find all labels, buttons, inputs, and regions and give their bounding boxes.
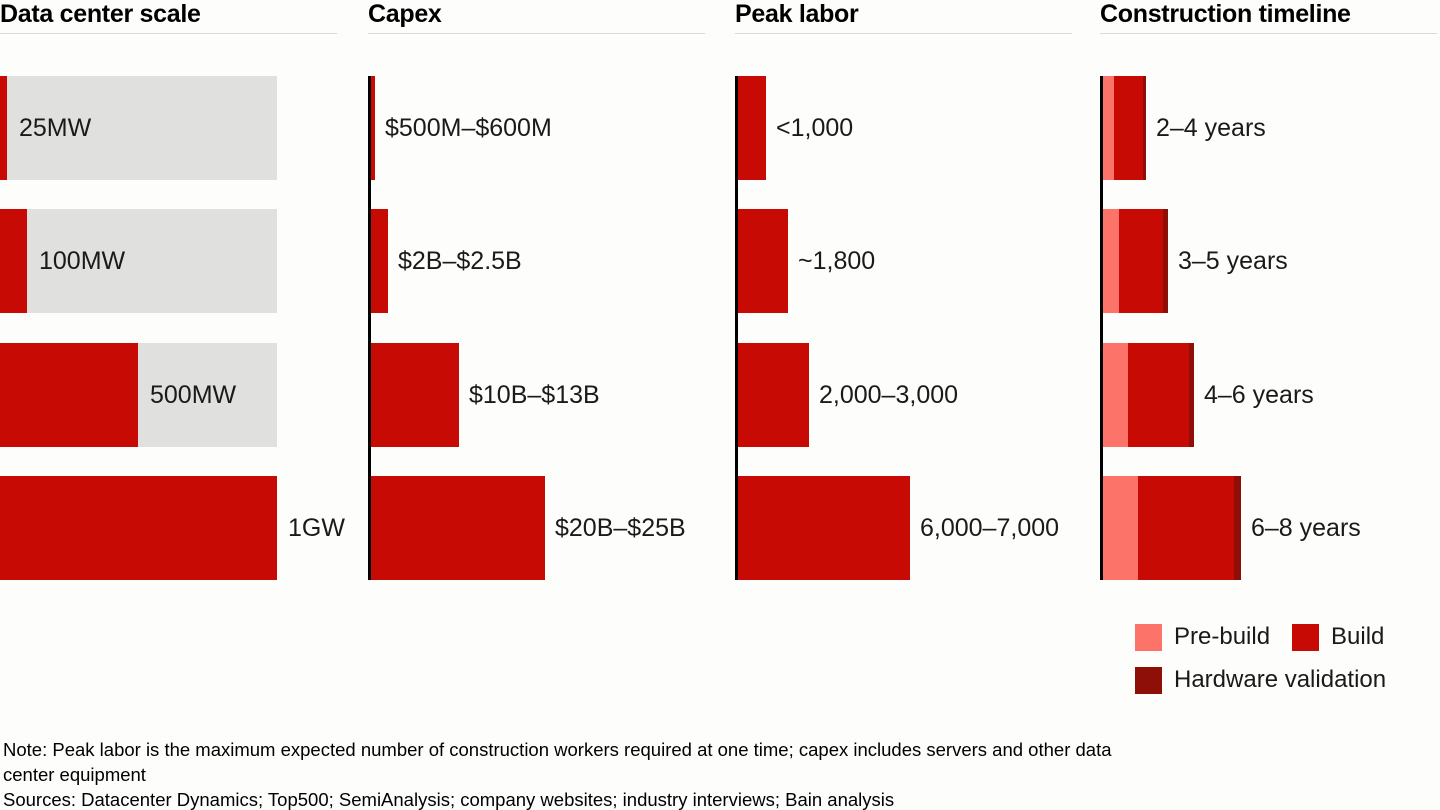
bar-segment-prebuild	[1103, 476, 1138, 580]
value-label: 6–8 years	[1251, 513, 1361, 542]
bar-row: $10B–$13B	[371, 343, 600, 447]
bar-row-25mw: 25MW	[0, 76, 277, 180]
y-axis	[1100, 76, 1103, 580]
stacked-bar-row: 2–4 years	[1103, 76, 1266, 180]
bar-segment-prebuild	[1103, 343, 1128, 447]
value-label: $500M–$600M	[385, 113, 552, 142]
value-label: ~1,800	[798, 246, 876, 275]
value-label: $20B–$25B	[555, 513, 686, 542]
bar-label: 100MW	[39, 246, 126, 275]
legend-swatch-hardware-validation	[1135, 666, 1162, 694]
bar-fill-full	[0, 476, 277, 580]
bar-fill	[738, 76, 766, 180]
bar-fill	[738, 209, 788, 313]
bar-segment-build	[1138, 476, 1234, 580]
bar-segment-build	[1128, 343, 1189, 447]
bar-segment-build	[1114, 76, 1143, 180]
value-label: $2B–$2.5B	[398, 246, 522, 275]
bar-row: $2B–$2.5B	[371, 209, 522, 313]
value-label: $10B–$13B	[469, 380, 600, 409]
bar-fill	[371, 209, 388, 313]
bar-segment-hardware-validation	[1143, 76, 1146, 180]
bar-segment-hardware-validation	[1163, 209, 1168, 313]
header-rule	[735, 33, 1072, 34]
bar-fill	[0, 76, 7, 180]
bar-row: $500M–$600M	[371, 76, 552, 180]
legend-swatch-pre-build	[1135, 623, 1162, 651]
bar-segment-prebuild	[1103, 209, 1119, 313]
header-rule	[368, 33, 705, 34]
stacked-bar-row: 6–8 years	[1103, 476, 1361, 580]
value-label: 3–5 years	[1178, 246, 1288, 275]
header-rule	[1100, 33, 1437, 34]
bar-row-1gw: 1GW	[0, 476, 345, 580]
note-text-continued: center equipment	[3, 764, 146, 785]
panel-title-capex: Capex	[368, 0, 442, 28]
bar-fill	[738, 343, 809, 447]
panel-title-peak-labor: Peak labor	[735, 0, 859, 28]
value-label: 4–6 years	[1204, 380, 1314, 409]
bar-track: 500MW	[0, 343, 277, 447]
bar-label: 1GW	[288, 513, 345, 542]
bar-fill	[371, 343, 459, 447]
bar-track: 100MW	[0, 209, 277, 313]
bar-fill	[0, 343, 138, 447]
legend-item-build: Build	[1292, 623, 1384, 651]
value-label: 2–4 years	[1156, 113, 1266, 142]
legend-item-hardware-validation: Hardware validation	[1135, 666, 1386, 694]
value-label: 2,000–3,000	[819, 380, 959, 409]
bar-label: 25MW	[19, 113, 92, 142]
bar-segment-hardware-validation	[1234, 476, 1241, 580]
footnote-block: Note: Peak labor is the maximum expected…	[3, 737, 1433, 810]
legend-label-pre-build: Pre-build	[1174, 623, 1271, 650]
legend-label-hardware-validation: Hardware validation	[1174, 666, 1387, 693]
bar-fill	[0, 209, 27, 313]
bar-segment-build	[1119, 209, 1163, 313]
stacked-bar-row: 4–6 years	[1103, 343, 1314, 447]
y-axis	[368, 76, 371, 580]
bar-row: $20B–$25B	[371, 476, 686, 580]
legend-item-pre-build: Pre-build	[1135, 623, 1270, 651]
y-axis	[735, 76, 738, 580]
header-rule	[0, 33, 337, 34]
bar-row-100mw: 100MW	[0, 209, 277, 313]
panel-title-data-center-scale: Data center scale	[0, 0, 201, 28]
stacked-bar-row: 3–5 years	[1103, 209, 1288, 313]
bar-fill	[738, 476, 910, 580]
bar-row: 6,000–7,000	[738, 476, 1059, 580]
value-label: 6,000–7,000	[920, 513, 1060, 542]
legend-label-build: Build	[1331, 623, 1385, 650]
bar-row: ~1,800	[738, 209, 875, 313]
bar-fill	[371, 476, 545, 580]
note-text: Note: Peak labor is the maximum expected…	[3, 739, 1112, 760]
panel-title-construction-timeline: Construction timeline	[1100, 0, 1351, 28]
bar-row: <1,000	[738, 76, 853, 180]
bar-segment-hardware-validation	[1189, 343, 1194, 447]
sources-text: Sources: Datacenter Dynamics; Top500; Se…	[3, 789, 895, 810]
bar-row: 2,000–3,000	[738, 343, 958, 447]
bar-row-500mw: 500MW	[0, 343, 277, 447]
bar-track: 25MW	[0, 76, 277, 180]
bar-label: 500MW	[150, 380, 237, 409]
legend-swatch-build	[1292, 623, 1319, 651]
bar-segment-prebuild	[1103, 76, 1114, 180]
bar-fill	[371, 76, 375, 180]
value-label: <1,000	[776, 113, 854, 142]
